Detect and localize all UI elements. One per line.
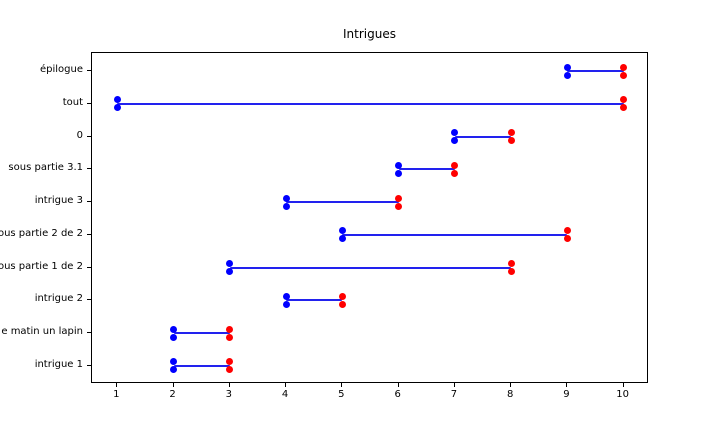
y-tick-mark [87, 233, 91, 235]
y-axis-label: e matin un lapin [1, 326, 83, 338]
y-tick-mark [87, 70, 91, 72]
y-axis-label: ous partie 1 de 2 [0, 260, 83, 272]
x-tick-mark [453, 383, 455, 387]
start-dot [395, 161, 403, 169]
start-dot [226, 260, 234, 268]
end-dot [620, 104, 628, 112]
end-dot [395, 202, 403, 210]
y-tick-mark [87, 201, 91, 203]
y-tick-mark [87, 135, 91, 137]
start-dot [395, 169, 403, 177]
y-axis-label: épilogue [39, 64, 83, 76]
end-dot [620, 96, 628, 104]
end-dot [226, 325, 234, 333]
end-dot [507, 268, 515, 276]
start-dot [451, 137, 459, 145]
y-tick-mark [87, 168, 91, 170]
start-dot [170, 366, 178, 374]
end-dot [338, 300, 346, 308]
y-tick-mark [87, 332, 91, 334]
end-dot [563, 227, 571, 235]
end-dot [395, 194, 403, 202]
end-dot [226, 358, 234, 366]
chart-title: Intrigues [343, 27, 396, 41]
y-axis-label: tout [62, 96, 83, 108]
y-axis-label: ous partie 2 de 2 [0, 227, 83, 239]
range-line [567, 70, 624, 73]
end-dot [620, 71, 628, 79]
range-line [229, 266, 512, 269]
range-line [173, 364, 230, 367]
start-dot [113, 96, 121, 104]
x-tick-mark [228, 383, 230, 387]
x-tick-mark [116, 383, 118, 387]
y-axis-label: intrigue 1 [34, 358, 83, 370]
range-line [286, 299, 343, 302]
end-dot [338, 292, 346, 300]
range-line [398, 168, 455, 171]
plot-area [91, 52, 648, 383]
start-dot [563, 71, 571, 79]
end-dot [563, 235, 571, 243]
x-axis-tick-label: 7 [450, 389, 458, 400]
range-line [342, 233, 568, 236]
start-dot [563, 63, 571, 71]
y-axis-label: intrigue 2 [34, 293, 83, 305]
start-dot [338, 227, 346, 235]
start-dot [338, 235, 346, 243]
x-axis-tick-label: 9 [563, 389, 570, 400]
y-axis-label: sous partie 3.1 [8, 162, 83, 174]
y-tick-mark [87, 102, 91, 104]
start-dot [226, 268, 234, 276]
start-dot [170, 333, 178, 341]
y-tick-mark [87, 299, 91, 301]
range-line [173, 332, 230, 335]
x-axis-tick-label: 1 [113, 389, 120, 400]
start-dot [170, 325, 178, 333]
start-dot [451, 129, 459, 137]
y-tick-mark [87, 364, 91, 366]
range-line [117, 102, 624, 105]
start-dot [282, 194, 290, 202]
x-tick-mark [510, 383, 512, 387]
x-tick-mark [285, 383, 287, 387]
end-dot [451, 169, 459, 177]
end-dot [226, 333, 234, 341]
x-axis-tick-label: 4 [281, 389, 289, 400]
range-line [286, 201, 399, 204]
x-tick-mark [622, 383, 624, 387]
x-axis-tick-label: 5 [338, 389, 345, 400]
x-axis-tick-label: 2 [169, 389, 176, 400]
x-tick-mark [341, 383, 343, 387]
end-dot [451, 161, 459, 169]
end-dot [507, 129, 515, 137]
x-tick-mark [397, 383, 399, 387]
start-dot [282, 202, 290, 210]
start-dot [282, 300, 290, 308]
x-axis-tick-label: 8 [506, 389, 514, 400]
start-dot [170, 358, 178, 366]
x-axis-tick-label: 3 [225, 389, 233, 400]
x-tick-mark [172, 383, 174, 387]
end-dot [226, 366, 234, 374]
range-line [454, 135, 512, 138]
y-tick-mark [87, 266, 91, 268]
start-dot [113, 104, 121, 112]
y-axis-label: intrigue 3 [34, 195, 83, 207]
end-dot [620, 63, 628, 71]
start-dot [282, 292, 290, 300]
end-dot [507, 260, 515, 268]
x-axis-tick-label: 6 [394, 389, 401, 400]
x-tick-mark [566, 383, 568, 387]
x-axis-tick-label: 10 [616, 389, 630, 400]
end-dot [507, 137, 515, 145]
y-axis-label: 0 [76, 129, 83, 141]
